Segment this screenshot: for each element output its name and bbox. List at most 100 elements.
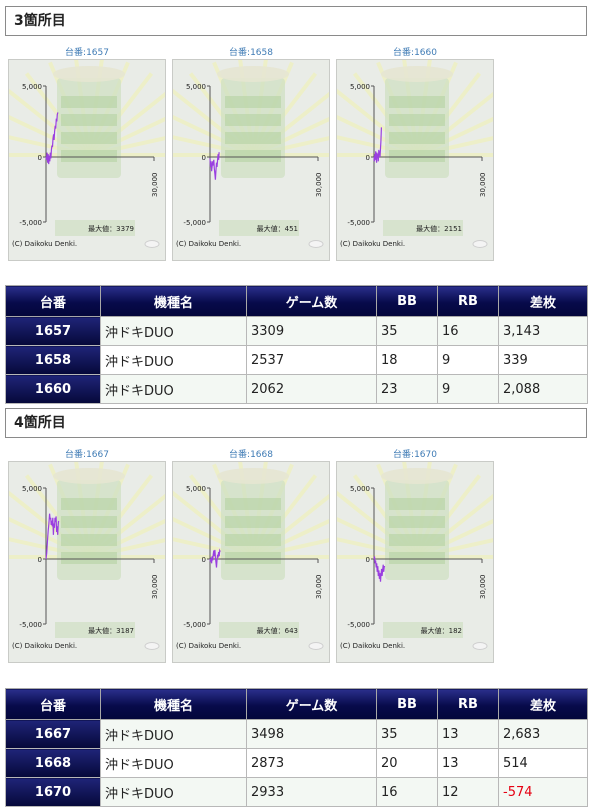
y-tick-label-min: -5,000	[183, 219, 206, 227]
corner-button-icon	[472, 642, 488, 650]
y-tick-label-zero: 0	[202, 556, 206, 564]
y-tick-label-max: 5,000	[350, 83, 370, 91]
rb-count: 16	[437, 316, 499, 346]
y-tick-label-max: 5,000	[186, 83, 206, 91]
table-row: 1667 沖ドキDUO 3498 35 13 2,683	[5, 719, 588, 749]
machine-silhouette	[381, 468, 463, 638]
machine-data-table: 台番 機種名 ゲーム数 BB RB 差枚 1657 沖ドキDUO 3309 35…	[5, 285, 588, 404]
rb-count: 9	[437, 345, 499, 375]
header-diff: 差枚	[498, 688, 588, 720]
slump-chart-svg: 5,000 0 -5,000 30,000 最大値：643 (C) Daikoku Den…	[173, 462, 329, 650]
copyright-credit: (C) Daikoku Denki.	[340, 642, 405, 650]
copyright-credit: (C) Daikoku Denki.	[12, 240, 77, 248]
max-value-label: 最大値：3187	[88, 626, 134, 635]
slump-graph-1658[interactable]: 台番:1658 5,000 0 -5,000 30,000 最大値：451 (C) Dai…	[172, 47, 330, 265]
machine-silhouette	[217, 66, 299, 236]
slump-graph-1668[interactable]: 台番:1668 5,000 0 -5,000 30,000 最大値：643 (C) Dai…	[172, 449, 330, 667]
slump-line	[209, 152, 220, 180]
slump-line	[373, 556, 386, 582]
slump-graph-1657[interactable]: 台番:1657 5,000 0 -5,000 30,000 最大値：3379 (C) Da…	[8, 47, 166, 265]
model-name: 沖ドキDUO	[100, 374, 247, 404]
machine-number[interactable]: 1660	[5, 374, 101, 404]
slump-chart-svg: 5,000 0 -5,000 30,000 最大値：3187 (C) Daikoku De…	[9, 462, 165, 650]
header-bb: BB	[376, 285, 438, 317]
rb-count: 13	[437, 719, 499, 749]
graph-machine-label: 台番:1668	[229, 450, 273, 460]
y-tick-label-zero: 0	[366, 154, 370, 162]
x-tick-label: 30,000	[479, 173, 487, 198]
graph-machine-label: 台番:1660	[393, 48, 437, 58]
header-rb: RB	[437, 285, 499, 317]
y-tick-label-max: 5,000	[350, 485, 370, 493]
corner-button-icon	[308, 240, 324, 248]
section-title: 4箇所目	[5, 408, 587, 438]
header-game-count: ゲーム数	[246, 688, 377, 720]
machine-number[interactable]: 1670	[5, 777, 101, 807]
rb-count: 9	[437, 374, 499, 404]
graph-canvas: 5,000 0 -5,000 30,000 最大値：3187 (C) Daikoku De…	[8, 461, 166, 663]
coin-diff: 2,683	[498, 719, 588, 749]
y-tick-label-zero: 0	[202, 154, 206, 162]
y-tick-label-min: -5,000	[19, 219, 42, 227]
y-tick-label-zero: 0	[38, 556, 42, 564]
slump-chart-svg: 5,000 0 -5,000 30,000 最大値：182 (C) Daikoku Den…	[337, 462, 493, 650]
slump-chart-svg: 5,000 0 -5,000 30,000 最大値：3379 (C) Daikoku De…	[9, 60, 165, 248]
model-name: 沖ドキDUO	[100, 316, 247, 346]
table-row: 1658 沖ドキDUO 2537 18 9 339	[5, 345, 588, 375]
coin-diff: -574	[498, 777, 588, 807]
header-bb: BB	[376, 688, 438, 720]
corner-button-icon	[144, 642, 160, 650]
table-header-row: 台番 機種名 ゲーム数 BB RB 差枚	[5, 688, 588, 720]
bb-count: 23	[376, 374, 438, 404]
slump-chart-svg: 5,000 0 -5,000 30,000 最大値：451 (C) Daikoku Den…	[173, 60, 329, 248]
corner-button-icon	[144, 240, 160, 248]
section-title: 3箇所目	[5, 6, 587, 36]
x-tick-label: 30,000	[151, 173, 159, 198]
game-count: 2933	[246, 777, 377, 807]
header-rb: RB	[437, 688, 499, 720]
y-tick-label-min: -5,000	[347, 621, 370, 629]
copyright-credit: (C) Daikoku Denki.	[12, 642, 77, 650]
max-value-label: 最大値：643	[257, 626, 298, 635]
game-count: 2873	[246, 748, 377, 778]
header-machine-number: 台番	[5, 688, 101, 720]
game-count: 2062	[246, 374, 377, 404]
y-tick-label-min: -5,000	[183, 621, 206, 629]
graph-machine-label: 台番:1657	[65, 48, 109, 58]
machine-number[interactable]: 1658	[5, 345, 101, 375]
x-tick-label: 30,000	[479, 575, 487, 600]
game-count: 3498	[246, 719, 377, 749]
copyright-credit: (C) Daikoku Denki.	[176, 240, 241, 248]
bb-count: 16	[376, 777, 438, 807]
model-name: 沖ドキDUO	[100, 748, 247, 778]
machine-number[interactable]: 1667	[5, 719, 101, 749]
max-value-label: 最大値：3379	[88, 224, 134, 233]
y-tick-label-min: -5,000	[347, 219, 370, 227]
copyright-credit: (C) Daikoku Denki.	[176, 642, 241, 650]
machine-silhouette	[53, 468, 135, 638]
machine-number[interactable]: 1657	[5, 316, 101, 346]
y-tick-label-max: 5,000	[22, 485, 42, 493]
slump-graph-1670[interactable]: 台番:1670 5,000 0 -5,000 30,000 最大値：182 (C) Dai…	[336, 449, 494, 667]
max-value-label: 最大値：182	[421, 626, 462, 635]
graph-canvas: 5,000 0 -5,000 30,000 最大値：3379 (C) Daikoku De…	[8, 59, 166, 261]
y-tick-label-max: 5,000	[22, 83, 42, 91]
bb-count: 20	[376, 748, 438, 778]
x-tick-label: 30,000	[315, 575, 323, 600]
slump-line	[45, 112, 59, 165]
graph-canvas: 5,000 0 -5,000 30,000 最大値：643 (C) Daikoku Den…	[172, 461, 330, 663]
machine-number[interactable]: 1668	[5, 748, 101, 778]
model-name: 沖ドキDUO	[100, 345, 247, 375]
slump-line	[209, 548, 221, 568]
y-tick-label-zero: 0	[38, 154, 42, 162]
coin-diff: 2,088	[498, 374, 588, 404]
bb-count: 18	[376, 345, 438, 375]
rb-count: 12	[437, 777, 499, 807]
x-tick-label: 30,000	[151, 575, 159, 600]
slump-graph-1667[interactable]: 台番:1667 5,000 0 -5,000 30,000 最大値：3187 (C) Da…	[8, 449, 166, 667]
header-model-name: 機種名	[100, 688, 247, 720]
max-value-label: 最大値：451	[257, 224, 298, 233]
bb-count: 35	[376, 719, 438, 749]
slump-graph-1660[interactable]: 台番:1660 5,000 0 -5,000 30,000 最大値：2151 (C) Da…	[336, 47, 494, 265]
max-value-label: 最大値：2151	[416, 224, 462, 233]
